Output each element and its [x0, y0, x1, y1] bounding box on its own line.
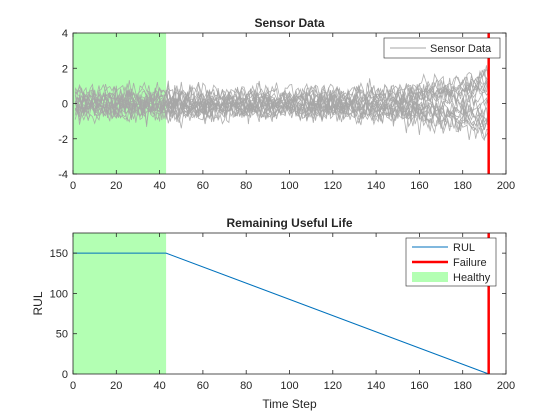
chart-title: Sensor Data [254, 16, 324, 30]
x-tick-label: 160 [410, 380, 428, 392]
chart-title: Remaining Useful Life [226, 216, 352, 230]
y-tick-label: 2 [62, 63, 68, 75]
rul-axes: 0 20 40 60 80 100 120 140 160 180 200 0 50 100 150 Rema… [31, 216, 515, 411]
x-tick-label: 140 [367, 180, 385, 192]
x-tick-label: 80 [240, 380, 252, 392]
legend-label: Healthy [453, 272, 491, 284]
x-tick-label: 200 [497, 180, 515, 192]
legend-label: Sensor Data [430, 43, 492, 55]
healthy-region [73, 233, 167, 374]
x-tick-label: 100 [280, 380, 298, 392]
sensor-series-line-14 [75, 79, 490, 122]
x-tick-label: 100 [280, 180, 298, 192]
x-tick-label: 20 [110, 180, 122, 192]
x-tick-label: 40 [153, 380, 165, 392]
y-tick-label: 0 [62, 369, 68, 381]
x-tick-label: 200 [497, 380, 515, 392]
x-tick-label: 120 [324, 380, 342, 392]
legend-label: Failure [453, 257, 487, 269]
x-tick-label: 80 [240, 180, 252, 192]
x-tick-label: 180 [454, 380, 472, 392]
sensor-data-axes: 0 20 40 60 80 100 120 140 160 180 200 -4 -2 0 2 4 Sensor… [58, 16, 515, 192]
x-tick-label: 40 [153, 180, 165, 192]
x-tick-label: 60 [197, 180, 209, 192]
y-tick-label: 50 [56, 329, 68, 341]
legend: RUL Failure Healthy [405, 237, 497, 287]
x-tick-label: 160 [410, 180, 428, 192]
sensor-series-line-12 [74, 68, 489, 116]
x-tick-label: 140 [367, 380, 385, 392]
y-tick-label: 4 [62, 28, 68, 40]
sensor-series-line-19 [74, 76, 490, 117]
sensor-series-line-18 [75, 65, 490, 105]
sensor-series-line-7 [74, 80, 489, 109]
x-tick-label: 0 [70, 180, 76, 192]
x-axis-label: Time Step [262, 397, 317, 411]
x-tick-label: 60 [197, 380, 209, 392]
sensor-series-line-16 [74, 97, 490, 135]
y-axis-label: RUL [31, 291, 45, 315]
legend-label: RUL [453, 242, 475, 254]
rul-series-line [73, 252, 489, 375]
sensor-series-line-15 [74, 83, 490, 131]
x-tick-label: 180 [454, 180, 472, 192]
legend-swatch-healthy [412, 272, 448, 282]
y-tick-label: 0 [62, 99, 68, 111]
y-tick-label: -4 [58, 169, 68, 181]
y-tick-label: 100 [50, 288, 68, 300]
sensor-series-line-17 [74, 91, 490, 124]
sensor-series-line-20 [74, 88, 490, 140]
y-tick-label: 150 [50, 248, 68, 260]
legend-box [383, 37, 501, 59]
legend: Sensor Data [383, 37, 501, 59]
x-tick-label: 20 [110, 380, 122, 392]
sensor-series-line-13 [74, 91, 490, 127]
y-tick-label: -2 [58, 134, 68, 146]
x-tick-label: 120 [324, 180, 342, 192]
x-tick-label: 0 [70, 380, 76, 392]
